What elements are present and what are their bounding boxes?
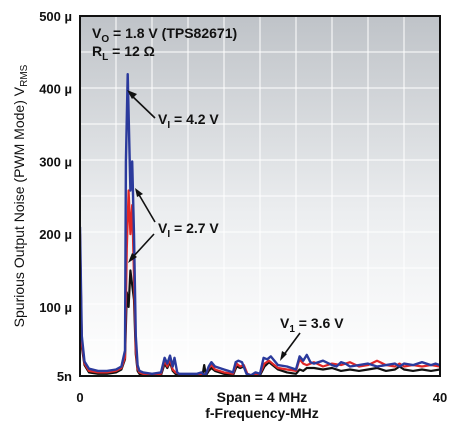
arrow-vi-2-7-lower (131, 233, 155, 259)
y-tick-labels: 5n 100 µ 200 µ 300 µ 400 µ 500 µ (39, 9, 72, 384)
y-tick-label: 100 µ (39, 300, 72, 315)
label-v1-3-6: V1 = 3.6 V (280, 315, 344, 335)
y-tick-label: 500 µ (39, 9, 72, 24)
arrow-vi-4-2 (129, 93, 156, 119)
annotation-rl: RL = 12 Ω (92, 43, 155, 63)
y-tick-label: 300 µ (39, 154, 72, 169)
grid (80, 16, 440, 376)
arrow-v1-3-6 (282, 332, 301, 357)
series-line-vi-2-7 (80, 189, 440, 376)
label-vi-2-7: VI = 2.7 V (158, 220, 219, 240)
x-tick-label: 0 (76, 390, 83, 405)
y-axis-label: Spurious Output Noise (PWM Mode) VRMS (11, 64, 30, 327)
span-label: Span = 4 MHz (217, 389, 308, 405)
y-tick-label: 200 µ (39, 227, 72, 242)
arrowhead-v1-3-6 (280, 351, 287, 361)
series-line-vi-4-2 (80, 72, 440, 376)
y-tick-label: 5n (57, 369, 72, 384)
arrow-vi-2-7-upper (137, 192, 156, 223)
arrowhead-vi-2-7-lower (128, 253, 137, 263)
arrowhead-vi-4-2 (127, 90, 137, 99)
y-tick-label: 400 µ (39, 82, 72, 97)
x-axis-label: f-Frequency-MHz (205, 405, 319, 421)
annotation-vo: VO = 1.8 V (TPS82671) (92, 25, 237, 45)
plot-frame (79, 15, 441, 377)
series-group (80, 72, 440, 376)
x-tick-label: 40 (433, 390, 447, 405)
x-tick-labels: 0 40 (76, 390, 447, 405)
arrowhead-vi-2-7-upper (135, 188, 143, 197)
label-vi-4-2: VI = 4.2 V (158, 111, 219, 131)
series-line-v1-3-6 (80, 241, 440, 376)
